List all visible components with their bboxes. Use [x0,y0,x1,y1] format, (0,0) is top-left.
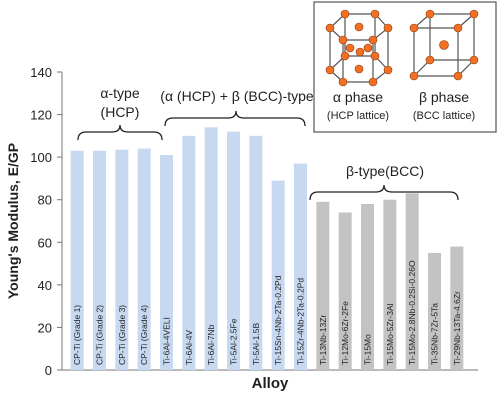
x-tick-label: Ti-13Nb-13Zr [318,315,328,365]
brace [77,124,163,141]
inset-frame [313,1,497,133]
hcp-lattice [325,9,393,87]
bar [316,201,330,370]
y-axis-label: Young's Modulus, E/GP [5,143,21,299]
x-tick-label: CP-Ti (Grade 1) [72,305,82,365]
bar [93,150,106,370]
annotation: (HCP) [101,104,140,120]
x-tick-label: Ti-29Nb-13Ta-4.6Zr [452,291,462,365]
annotation: α-type [100,85,139,101]
annotation: β-type(BCC) [346,163,424,179]
bar [428,252,441,370]
x-tick-label: Ti-15Sn-4Nb-2Ta-0.2Pd [273,275,283,365]
bar [338,212,352,370]
brace [164,110,306,127]
y-tick-label: 0 [45,363,52,378]
bar [182,135,196,370]
x-tick-label: Ti-5Al-2.5Fe [229,318,239,365]
bar [70,150,84,370]
y-tick-label: 140 [30,65,52,80]
bar [405,193,419,370]
x-tick-label: Ti-6Al-4VELI [162,317,172,365]
x-tick-label: Ti-15Zr-4Nb-2Ta-0.2Pd [296,278,306,365]
y-tick-label: 60 [38,235,52,250]
x-tick-label: Ti-6Al-7Nb [206,324,216,365]
y-tick-label: 20 [38,320,52,335]
inset-label: α phase [333,89,383,105]
bar [204,127,218,370]
inset-label: β phase [419,89,469,105]
bcc-lattice [409,9,479,81]
y-tick-label: 120 [30,108,52,123]
x-tick-label: Ti-15Mo-5Zr-3Al [385,303,395,365]
x-tick-label: Ti-15Mo-2.8Nb-0.2Si-0.26O [407,260,417,365]
y-tick-label: 80 [38,193,52,208]
brace [309,184,459,201]
x-tick-label: Ti-35Nb-7Zr-5Ta [430,303,440,365]
bar [115,149,129,370]
x-tick-label: CP-Ti (Grade 3) [117,305,127,365]
inset-label: (BCC lattice) [413,110,475,122]
bar [361,203,374,370]
x-axis-label: Alloy [252,375,289,392]
x-tick-label: Ti-15Mo [363,334,373,365]
bar [249,135,263,370]
inset: α phase (HCP lattice) β phase (BCC latti… [313,1,497,133]
bar [227,131,240,370]
annotation: (α (HCP) + β (BCC)-type [160,88,314,104]
y-tick-label: 100 [30,150,52,165]
bar [137,148,151,370]
x-tick-label: CP-Ti (Grade 4) [139,305,149,365]
bar [383,199,397,370]
bar [160,155,173,370]
bar [271,180,285,370]
y-tick-label: 40 [38,278,52,293]
x-tick-label: Ti-6Al-4V [184,330,194,365]
bar [294,163,307,370]
x-tick-label: Ti-12Mo-6Zr-2Fe [340,301,350,365]
x-tick-label: Ti-5Al-1.5B [251,322,261,365]
x-tick-label: CP-Ti (Grade 2) [95,305,105,365]
bar [450,246,464,370]
inset-label: (HCP lattice) [327,110,389,122]
